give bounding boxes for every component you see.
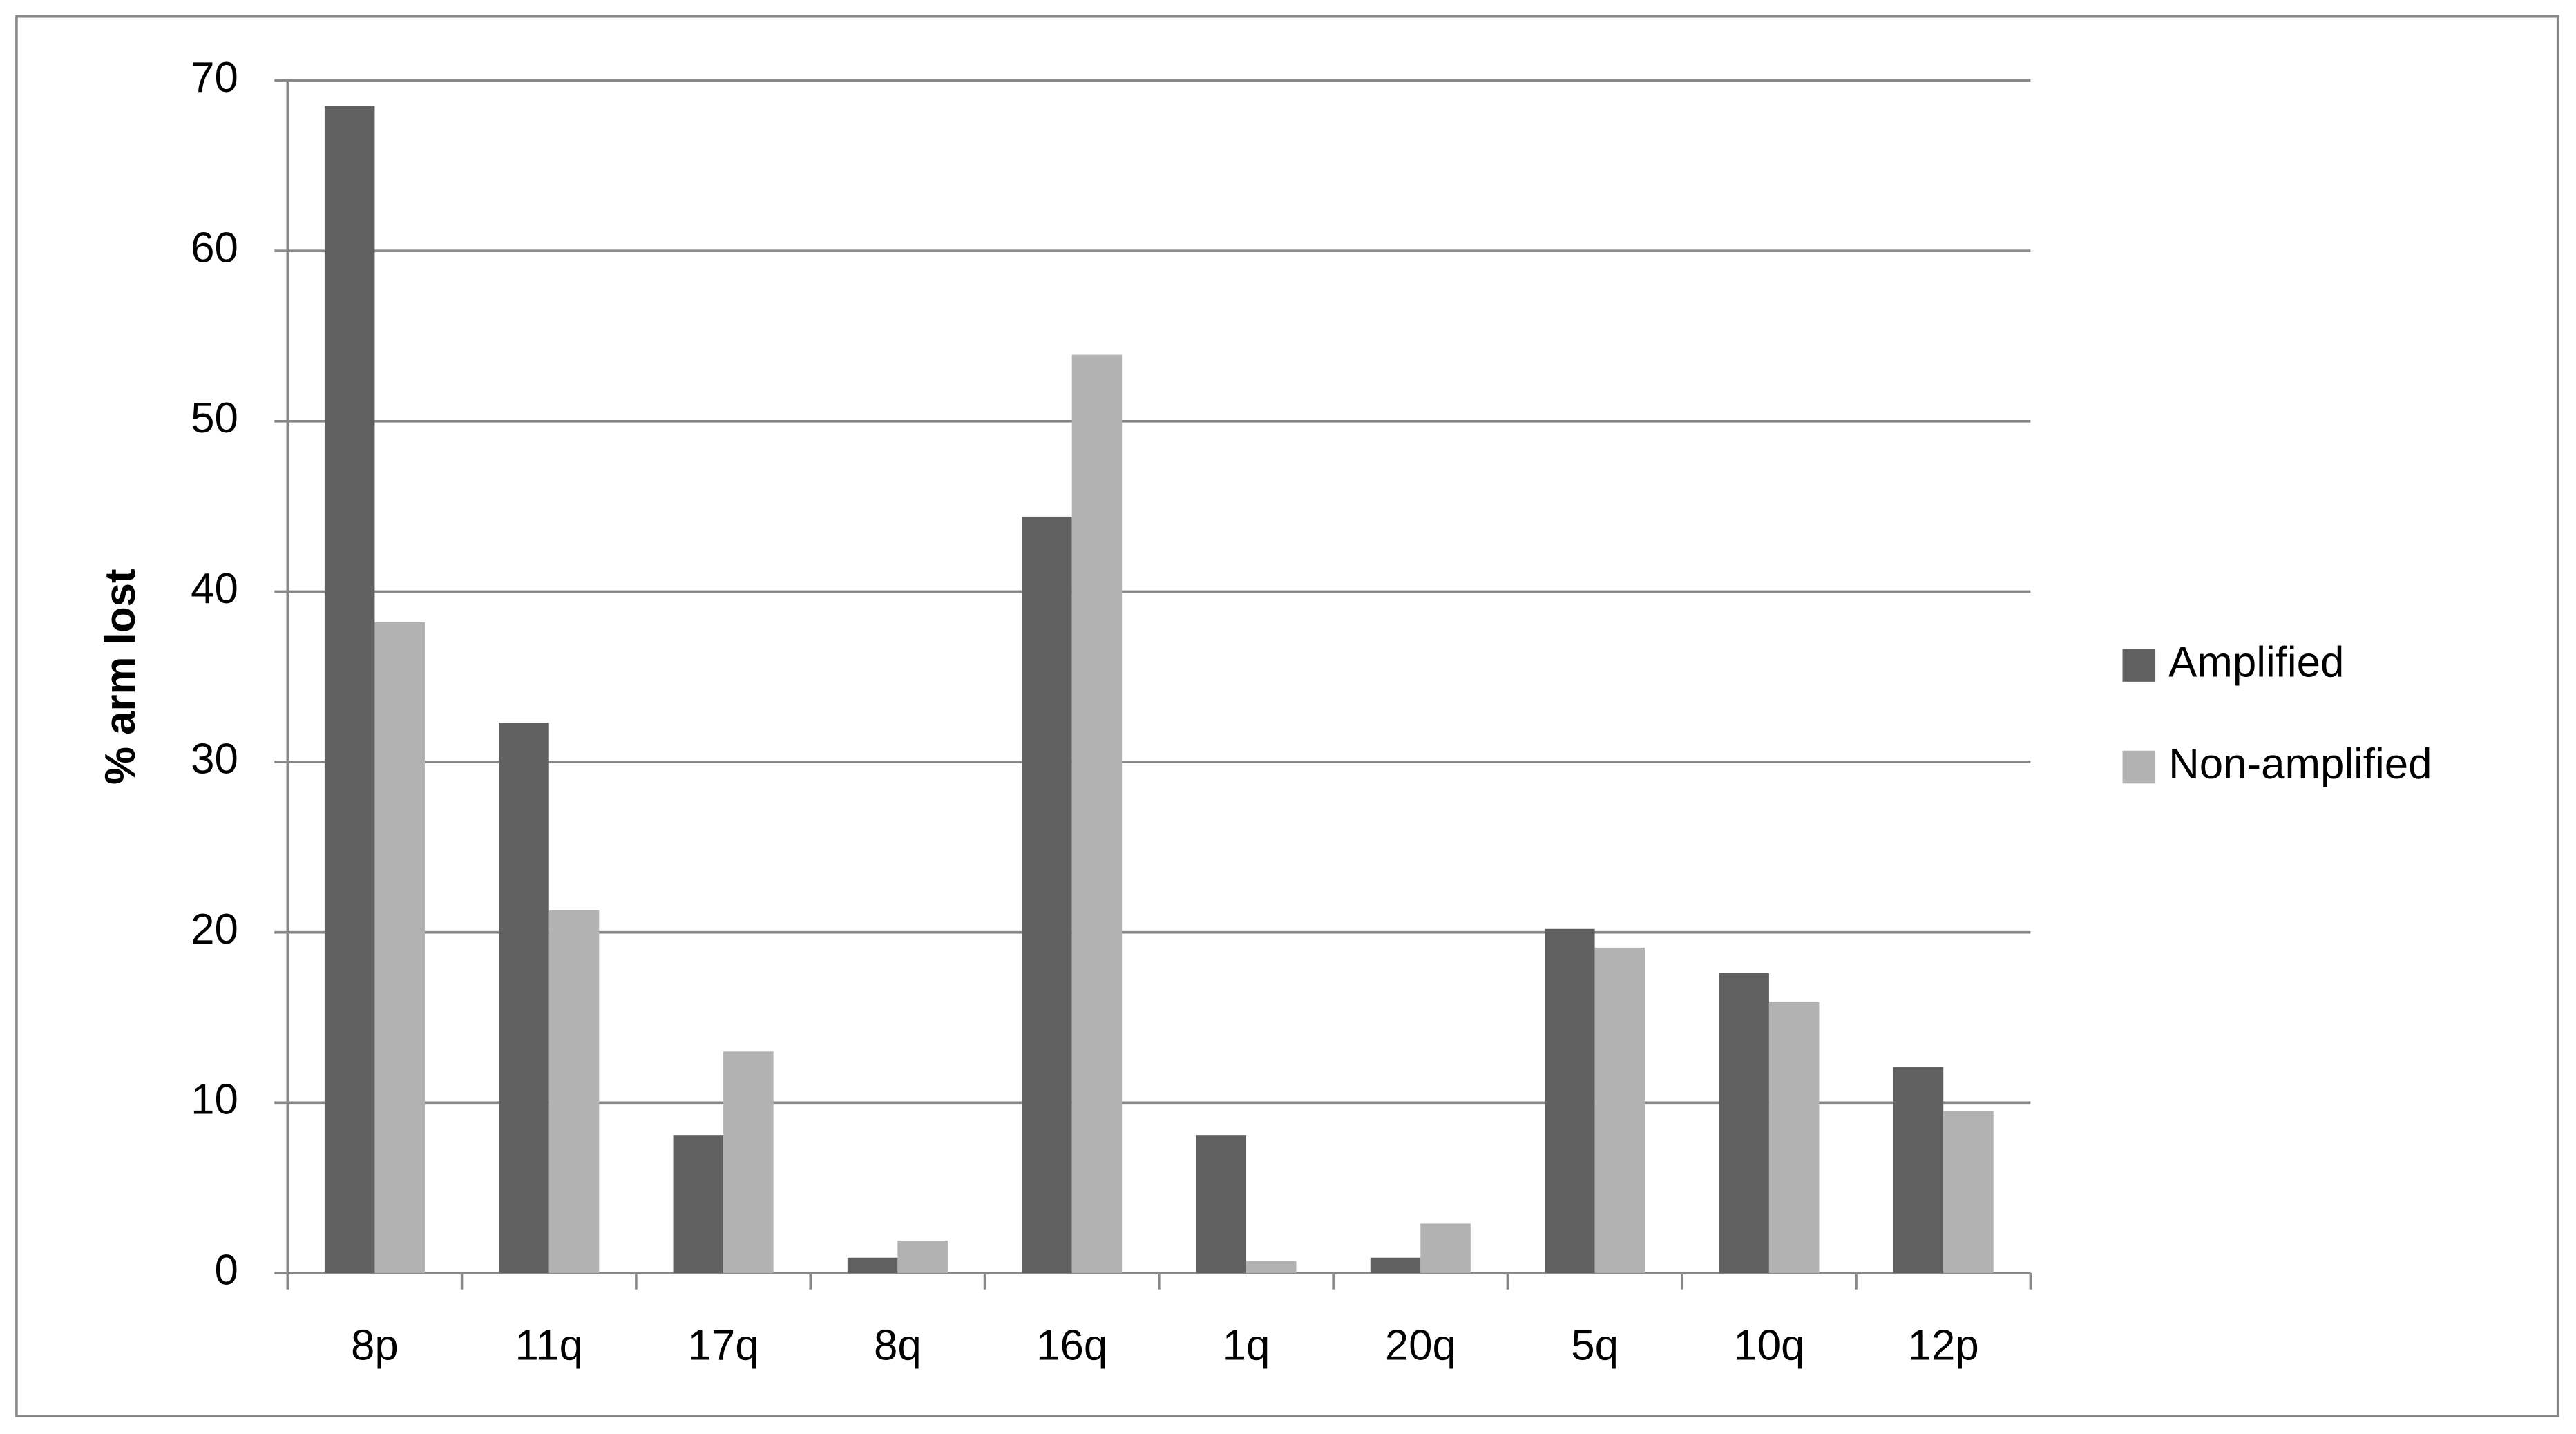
bar bbox=[1943, 1111, 1994, 1273]
bar bbox=[673, 1135, 724, 1273]
bar bbox=[324, 106, 375, 1273]
legend-swatch bbox=[2122, 750, 2156, 784]
bar bbox=[374, 622, 425, 1273]
legend-label: Non-amplified bbox=[2168, 740, 2432, 788]
x-tick-label: 12p bbox=[1908, 1322, 1979, 1370]
x-tick-label: 11q bbox=[515, 1322, 583, 1370]
bar bbox=[1594, 947, 1645, 1273]
y-tick-label: 60 bbox=[191, 224, 238, 271]
bar bbox=[548, 910, 600, 1273]
y-tick-label: 40 bbox=[191, 565, 238, 613]
x-tick-label: 5q bbox=[1571, 1322, 1619, 1370]
x-tick-label: 20q bbox=[1385, 1322, 1456, 1370]
bar bbox=[1022, 516, 1072, 1273]
legend-swatch bbox=[2122, 649, 2156, 682]
bar bbox=[897, 1241, 948, 1273]
bar bbox=[1420, 1223, 1471, 1273]
y-tick-label: 70 bbox=[191, 54, 238, 102]
x-tick-label: 17q bbox=[687, 1322, 759, 1370]
bar bbox=[1545, 928, 1595, 1273]
bar bbox=[1768, 1002, 1820, 1273]
x-tick-label: 8p bbox=[351, 1322, 399, 1370]
y-tick-label: 20 bbox=[191, 906, 238, 953]
x-tick-label: 10q bbox=[1733, 1322, 1804, 1370]
y-tick-label: 10 bbox=[191, 1076, 238, 1124]
bar bbox=[1370, 1257, 1421, 1273]
x-tick-label: 16q bbox=[1036, 1322, 1107, 1370]
bar bbox=[499, 723, 549, 1273]
bar bbox=[1893, 1067, 1944, 1273]
y-tick-label: 30 bbox=[191, 735, 238, 783]
bar bbox=[1246, 1261, 1297, 1273]
bar bbox=[723, 1051, 774, 1273]
bar bbox=[1196, 1135, 1246, 1273]
y-axis-label: % arm lost bbox=[97, 568, 144, 785]
bar bbox=[1719, 973, 1769, 1273]
legend-label: Amplified bbox=[2168, 638, 2344, 686]
y-tick-label: 0 bbox=[215, 1246, 238, 1294]
y-tick-label: 50 bbox=[191, 394, 238, 442]
x-tick-label: 8q bbox=[874, 1322, 922, 1370]
x-tick-label: 1q bbox=[1223, 1322, 1270, 1370]
bar bbox=[1071, 354, 1123, 1273]
bar bbox=[847, 1257, 898, 1273]
